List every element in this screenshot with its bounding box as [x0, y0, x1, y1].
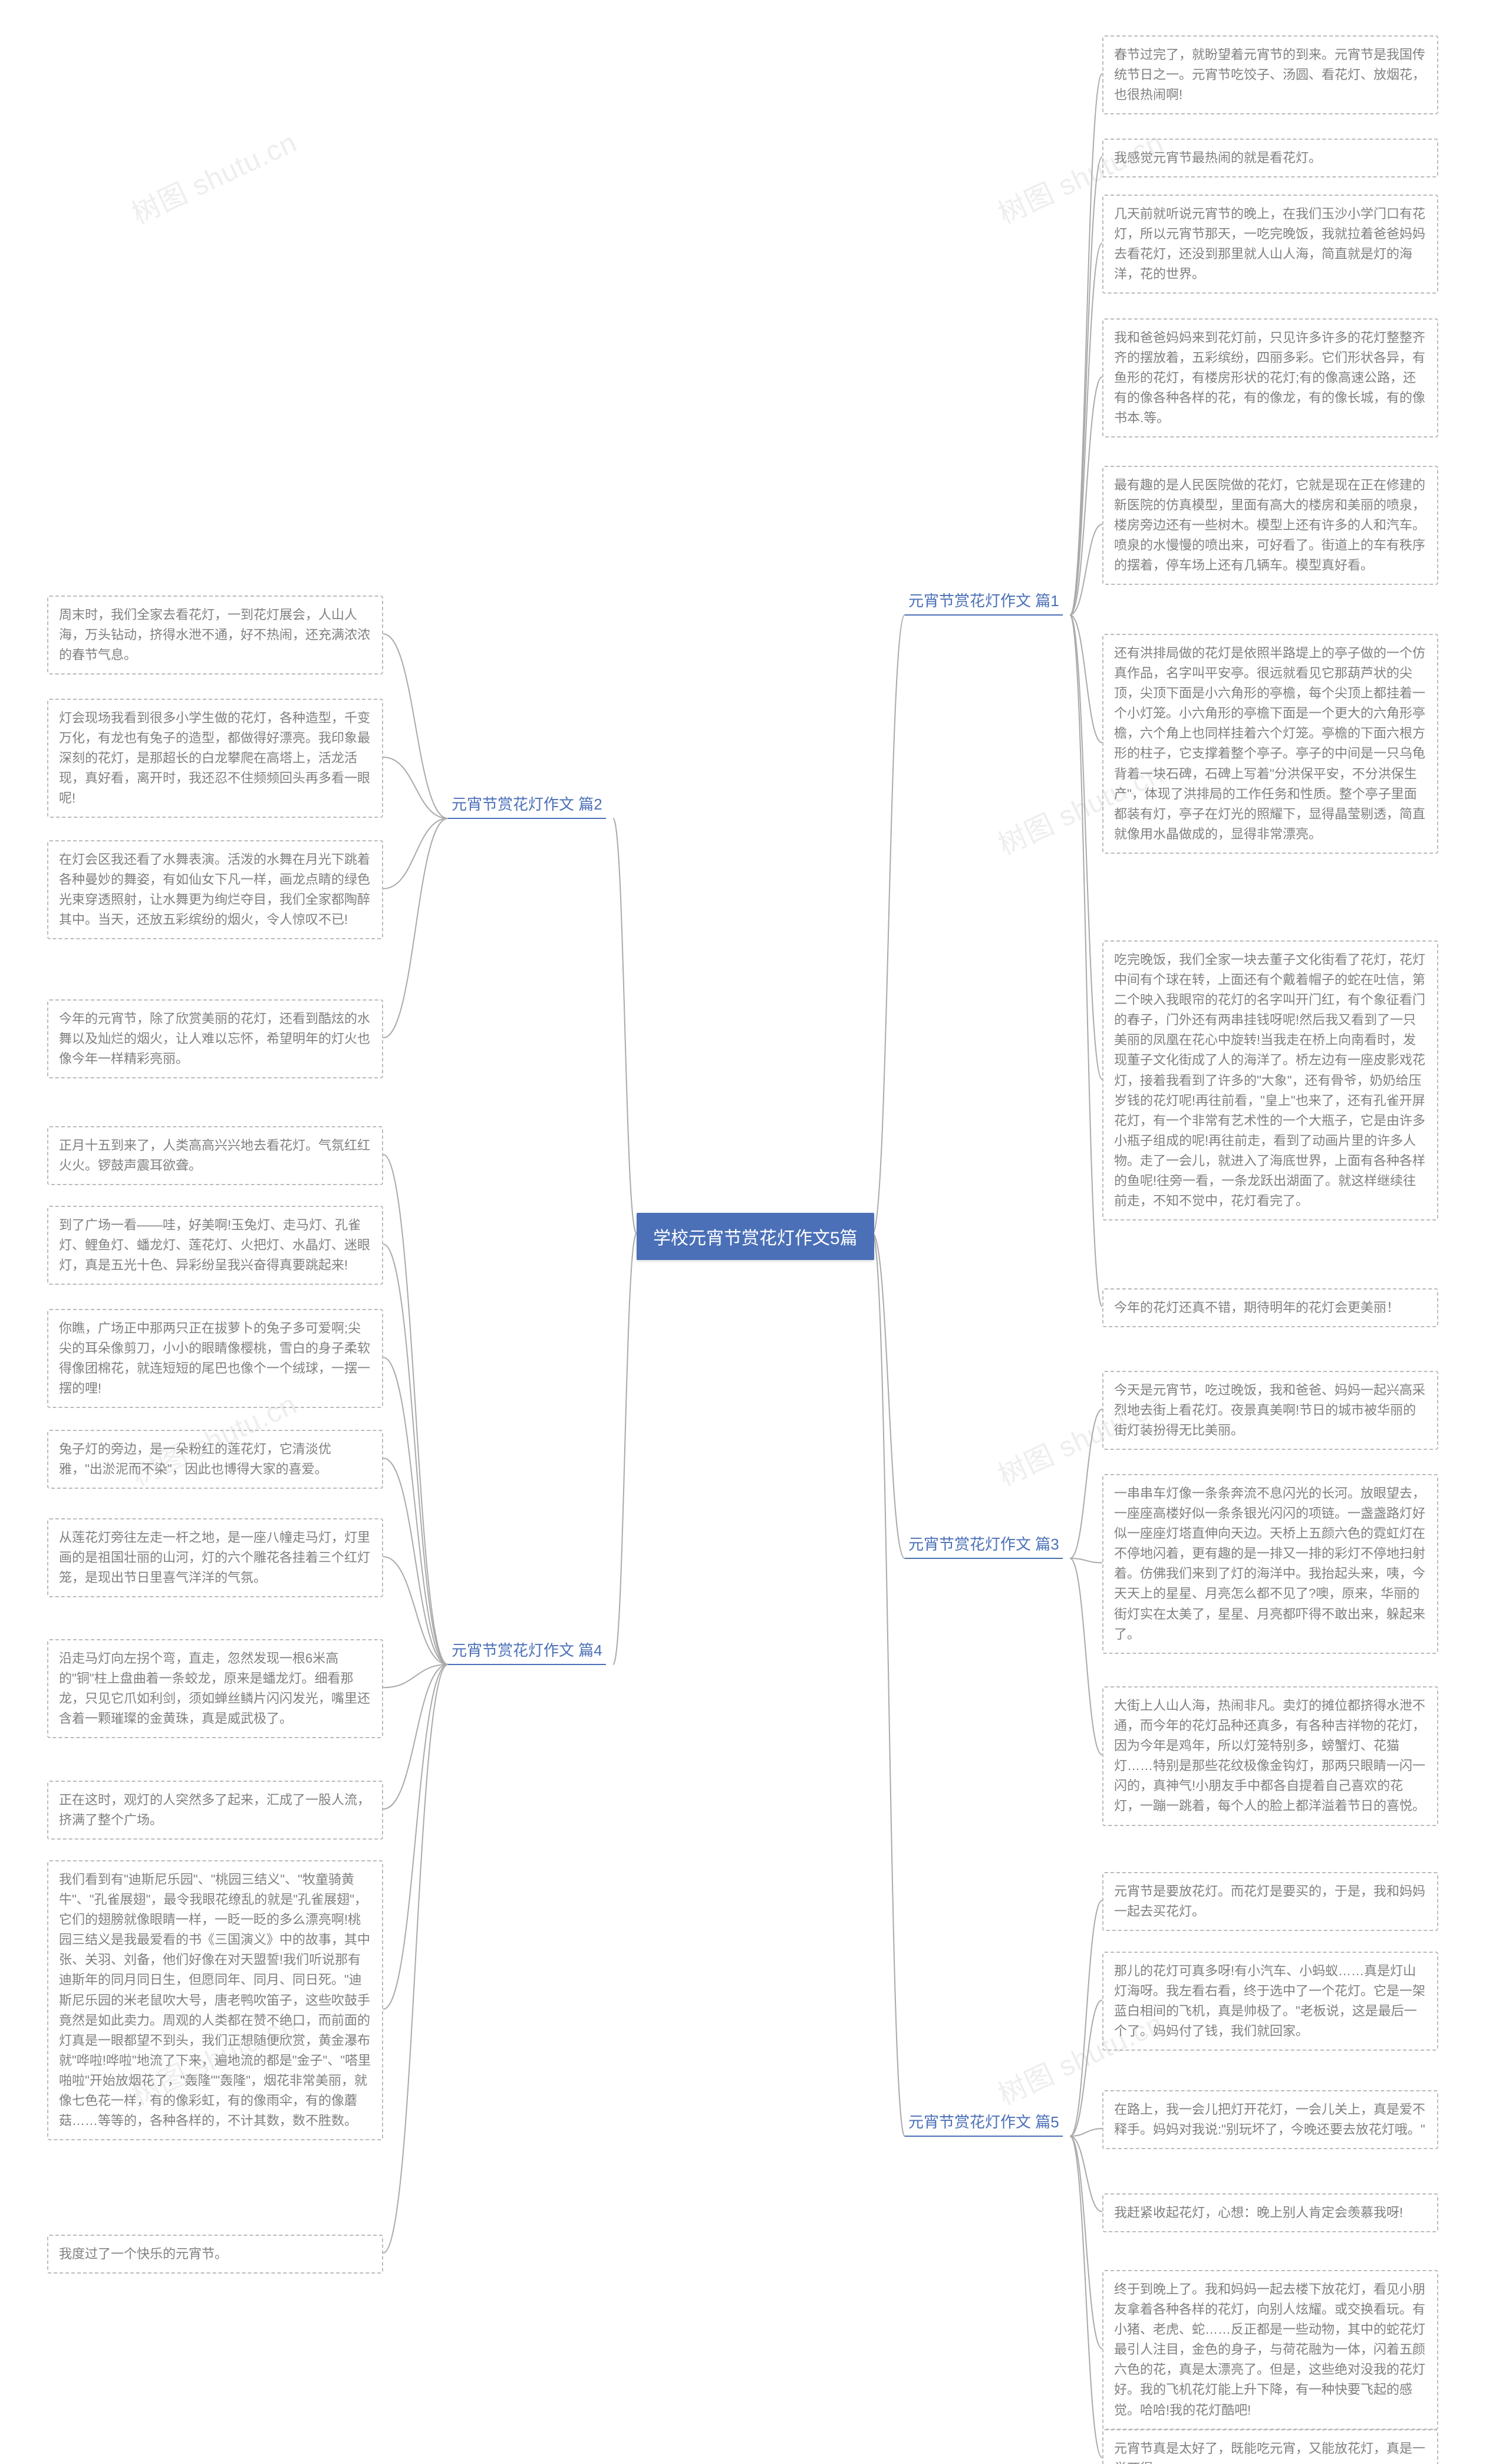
- connector: [1070, 1558, 1102, 1755]
- leaf-node: 在灯会区我还看了水舞表演。活泼的水舞在月光下跳着各种曼妙的舞姿，有如仙女下凡一样…: [47, 840, 383, 939]
- leaf-node: 到了广场一看——哇，好美啊!玉兔灯、走马灯、孔雀灯、鲤鱼灯、蟠龙灯、莲花灯、火把…: [47, 1206, 383, 1285]
- leaf-node: 正在这时，观灯的人突然多了起来，汇成了一股人流，挤满了整个广场。: [47, 1781, 383, 1840]
- connector: [383, 1154, 448, 1664]
- connector: [383, 757, 448, 818]
- connector: [1070, 74, 1102, 615]
- connector: [383, 1664, 448, 1687]
- connector: [1070, 2129, 1102, 2136]
- center-node: 学校元宵节赏花灯作文5篇: [637, 1213, 874, 1260]
- connector: [1070, 2136, 1102, 2348]
- connector: [383, 818, 448, 889]
- leaf-node: 在路上，我一会儿把灯开花灯，一会儿关上，真是爱不释手。妈妈对我说:"别玩坏了，今…: [1102, 2090, 1438, 2149]
- connector: [383, 1664, 448, 2009]
- connector: [1070, 243, 1102, 615]
- leaf-node: 我度过了一个快乐的元宵节。: [47, 2235, 383, 2274]
- connector: [383, 818, 448, 1038]
- connector: [1070, 615, 1102, 743]
- connector: [1070, 1409, 1102, 1558]
- leaf-node: 元宵节是要放花灯。而花灯是要买的，于是，我和妈妈一起去买花灯。: [1102, 1872, 1438, 1931]
- leaf-node: 还有洪排局做的花灯是依照半路堤上的亭子做的一个仿真作品，名字叫平安亭。很远就看见…: [1102, 634, 1438, 854]
- leaf-node: 你瞧，广场正中那两只正在拔萝卜的兔子多可爱啊;尖尖的耳朵像剪刀，小小的眼睛像樱桃…: [47, 1309, 383, 1408]
- connector: [1070, 377, 1102, 615]
- leaf-node: 我赶紧收起花灯，心想：晚上别人肯定会羡慕我呀!: [1102, 2193, 1438, 2232]
- leaf-node: 今年的元宵节，除了欣赏美丽的花灯，还看到酷炫的水舞以及灿烂的烟火，让人难以忘怀，…: [47, 999, 383, 1078]
- leaf-node: 兔子灯的旁边，是一朵粉红的莲花灯，它清淡优雅，"出淤泥而不染"，因此也博得大家的…: [47, 1430, 383, 1489]
- mindmap-canvas: 树图 shutu.cn树图 shutu.cn树图 shutu.cn树图 shut…: [0, 0, 1509, 2464]
- leaf-node: 一串串车灯像一条条奔流不息闪光的长河。放眼望去，一座座高楼好似一条条银光闪闪的项…: [1102, 1474, 1438, 1654]
- leaf-node: 吃完晚饭，我们全家一块去董子文化街看了花灯，花灯中间有个球在转，上面还有个戴着帽…: [1102, 940, 1438, 1221]
- leaf-node: 今天是元宵节，吃过晚饭，我和爸爸、妈妈一起兴高采烈地去街上看花灯。夜景真美啊!节…: [1102, 1371, 1438, 1450]
- leaf-node: 元宵节真是太好了，既能吃元宵，又能放花灯，真是一举两得。: [1102, 2429, 1438, 2464]
- connector: [383, 1664, 448, 1809]
- connector: [872, 615, 905, 1233]
- connector: [383, 1664, 448, 2253]
- leaf-node: 终于到晚上了。我和妈妈一起去楼下放花灯，看见小朋友拿着各种各样的花灯，向别人炫耀…: [1102, 2270, 1438, 2430]
- leaf-node: 那儿的花灯可真多呀!有小汽车、小蚂蚁……真是灯山灯海呀。我左看右看，终于选中了一…: [1102, 1952, 1438, 2051]
- leaf-node: 正月十五到来了，人类高高兴兴地去看花灯。气氛红红火火。锣鼓声震耳欲聋。: [47, 1126, 383, 1185]
- leaf-node: 春节过完了，就盼望着元宵节的到来。元宵节是我国传统节日之一。元宵节吃饺子、汤圆、…: [1102, 35, 1438, 114]
- connector: [1070, 1558, 1102, 1562]
- leaf-node: 我和爸爸妈妈来到花灯前，只见许多许多的花灯整整齐齐的摆放着，五彩缤纷，四丽多彩。…: [1102, 318, 1438, 437]
- branch-node: 元宵节赏花灯作文 篇2: [448, 790, 606, 819]
- leaf-node: 周末时，我们全家去看花灯，一到花灯展会，人山人海，万头钻动，挤得水泄不通，好不热…: [47, 596, 383, 675]
- branch-node: 元宵节赏花灯作文 篇1: [905, 587, 1063, 616]
- connector: [1070, 524, 1102, 615]
- connector: [383, 1557, 448, 1664]
- connector: [383, 634, 448, 818]
- leaf-node: 从莲花灯旁往左走一杆之地，是一座八幢走马灯，灯里画的是祖国壮丽的山河，灯的六个雕…: [47, 1518, 383, 1597]
- connector: [1070, 615, 1102, 1307]
- connector: [1070, 2000, 1102, 2136]
- connector: [872, 1233, 905, 1558]
- leaf-node: 最有趣的是人民医院做的花灯，它就是现在正在修建的新医院的仿真模型，里面有高大的楼…: [1102, 466, 1438, 585]
- connector: [383, 1458, 448, 1664]
- leaf-node: 大街上人山人海，热闹非凡。卖灯的摊位都挤得水泄不通，而今年的花灯品种还真多，有各…: [1102, 1686, 1438, 1826]
- connector: [383, 1244, 448, 1664]
- connector: [613, 818, 637, 1233]
- connector: [1070, 615, 1102, 1080]
- leaf-node: 沿走马灯向左拐个弯，直走，忽然发现一根6米高的"铜"柱上盘曲着一条蛟龙，原来是蟠…: [47, 1639, 383, 1738]
- connector: [1070, 157, 1102, 615]
- watermark: 树图 shutu.cn: [124, 119, 302, 232]
- connector: [383, 1357, 448, 1664]
- branch-node: 元宵节赏花灯作文 篇5: [905, 2108, 1063, 2137]
- branch-node: 元宵节赏花灯作文 篇3: [905, 1530, 1063, 1559]
- leaf-node: 我们看到有"迪斯尼乐园"、"桃园三结义"、"牧童骑黄牛"、"孔雀展翅"，最令我眼…: [47, 1860, 383, 2140]
- branch-node: 元宵节赏花灯作文 篇4: [448, 1636, 606, 1665]
- leaf-node: 我感觉元宵节最热闹的就是看花灯。: [1102, 139, 1438, 177]
- connector: [1070, 2136, 1102, 2458]
- leaf-node: 今年的花灯还真不错，期待明年的花灯会更美丽！: [1102, 1288, 1438, 1327]
- leaf-node: 灯会现场我看到很多小学生做的花灯，各种造型，千变万化，有龙也有兔子的造型，都做得…: [47, 699, 383, 818]
- connector: [1070, 1900, 1102, 2136]
- connector: [613, 1233, 637, 1664]
- connector: [1070, 2136, 1102, 2212]
- leaf-node: 几天前就听说元宵节的晚上，在我们玉沙小学门口有花灯，所以元宵节那天，一吃完晚饭，…: [1102, 195, 1438, 294]
- connector: [872, 1233, 905, 2136]
